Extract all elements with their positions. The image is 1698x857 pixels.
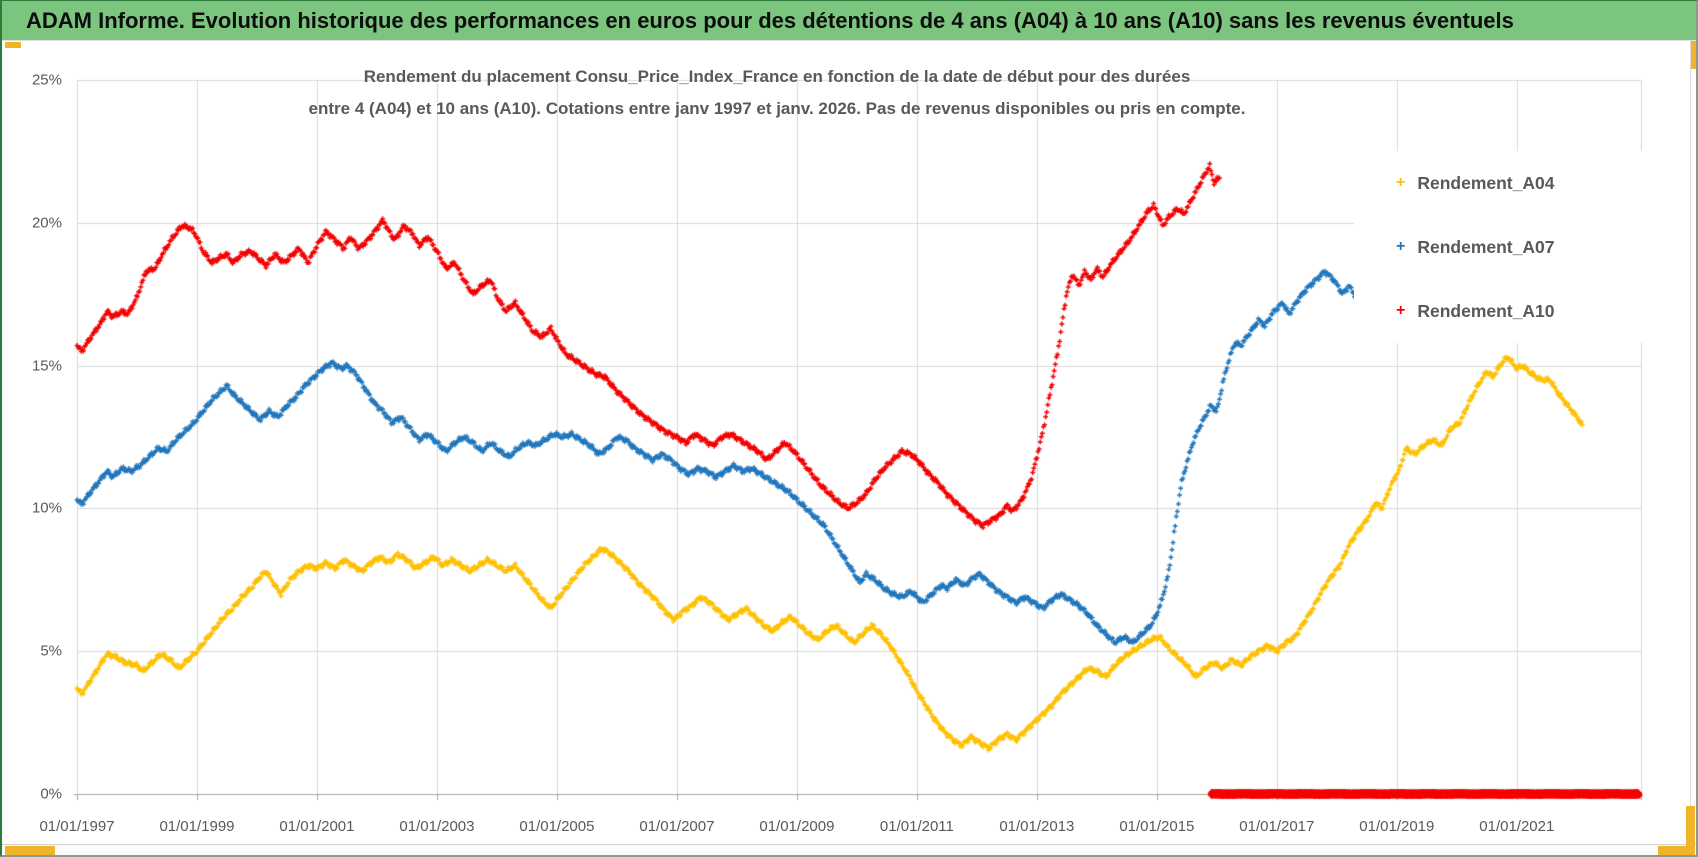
legend-label-a04: Rendement_A04 xyxy=(1417,172,1555,193)
bottom-strip xyxy=(2,844,1696,855)
selection-corner-horizontal xyxy=(1658,846,1695,855)
x-tick-label: 01/01/1999 xyxy=(159,818,235,835)
x-tick-label: 01/01/2001 xyxy=(279,818,355,835)
selection-corner-bottom-right xyxy=(1658,806,1695,855)
x-tick-label: 01/01/2013 xyxy=(999,818,1075,835)
y-tick-label: 0% xyxy=(40,785,62,803)
plus-marker-icon: + xyxy=(1396,302,1406,319)
right-scroll-track xyxy=(1690,41,1691,855)
plus-marker-icon: + xyxy=(1396,174,1406,191)
selection-accent-bottom-left xyxy=(5,846,55,855)
legend-label-a07: Rendement_A07 xyxy=(1417,236,1555,257)
x-tick-label: 01/01/2017 xyxy=(1239,818,1315,835)
x-tick-label: 01/01/2009 xyxy=(759,818,835,835)
plus-marker-icon: + xyxy=(1396,238,1406,255)
x-tick-label: 01/01/2007 xyxy=(639,818,715,835)
x-tick-label: 01/01/1997 xyxy=(39,818,115,835)
selection-corner-vertical xyxy=(1686,806,1695,855)
x-tick-label: 01/01/2005 xyxy=(519,818,595,835)
x-tick-label: 01/01/2003 xyxy=(399,818,475,835)
selection-accent-top-left xyxy=(5,42,21,48)
chart-legend: + Rendement_A04 + Rendement_A07 + Rendem… xyxy=(1354,151,1646,343)
scroll-thumb-top-right[interactable] xyxy=(1691,41,1696,69)
y-tick-label: 20% xyxy=(31,214,62,232)
y-tick-label: 10% xyxy=(31,499,62,517)
legend-item-a07: + Rendement_A07 xyxy=(1396,235,1646,259)
legend-item-a10: + Rendement_A10 xyxy=(1396,299,1646,323)
x-tick-label: 01/01/2021 xyxy=(1479,818,1555,835)
x-tick-label: 01/01/2019 xyxy=(1359,818,1435,835)
chart-title-line-1: Rendement du placement Consu_Price_Index… xyxy=(363,67,1191,86)
legend-item-a04: + Rendement_A04 xyxy=(1396,171,1646,195)
x-tick-label: 01/01/2015 xyxy=(1119,818,1195,835)
y-tick-label: 5% xyxy=(40,642,62,660)
y-tick-label: 15% xyxy=(31,357,62,375)
chart-title-line-2: entre 4 (A04) et 10 ans (A10). Cotations… xyxy=(308,99,1246,118)
y-tick-label: 25% xyxy=(31,71,62,89)
x-tick-label: 01/01/2011 xyxy=(879,818,954,835)
legend-label-a10: Rendement_A10 xyxy=(1417,300,1555,321)
